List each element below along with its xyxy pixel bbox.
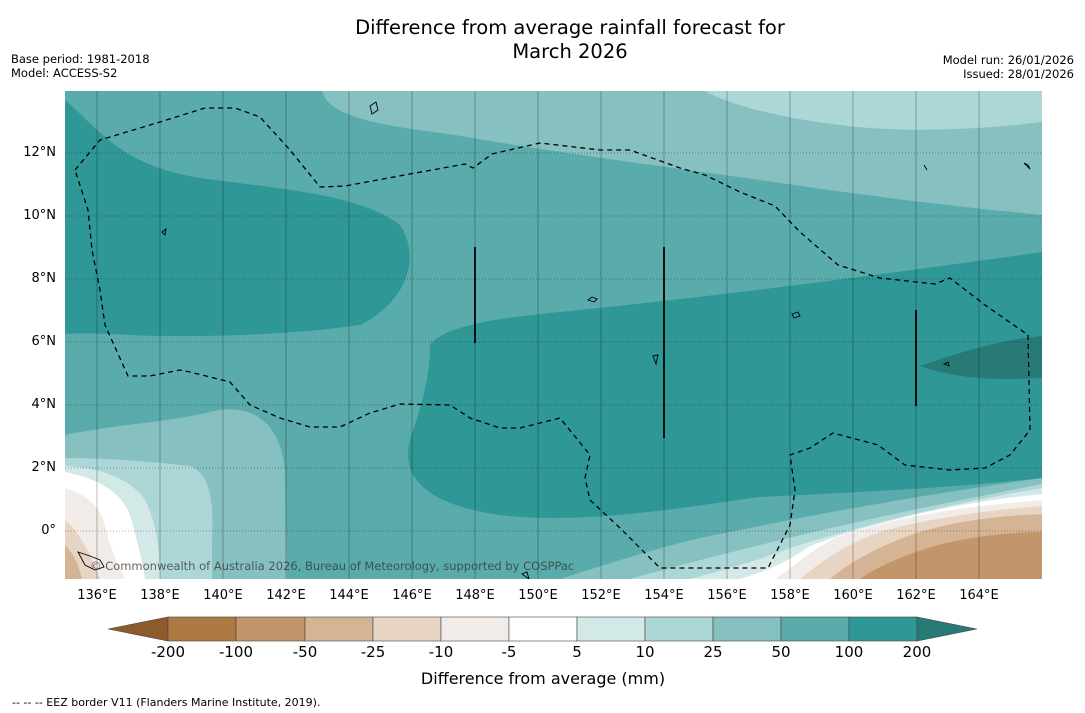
lon-label: 140°E (203, 588, 243, 603)
lon-label: 164°E (959, 588, 999, 603)
band-100-200-central (408, 252, 1042, 519)
colorbar-tick-label: -50 (292, 643, 318, 661)
lon-label: 154°E (644, 588, 684, 603)
lat-label: 0° (41, 523, 56, 538)
colorbar-tick-label: -10 (428, 643, 454, 661)
island-markers (474, 247, 917, 438)
lon-label: 158°E (770, 588, 810, 603)
map-title-line1: Difference from average rainfall forecas… (355, 16, 785, 39)
lon-label: 148°E (455, 588, 495, 603)
lon-label: 136°E (77, 588, 117, 603)
lat-label: 8°N (31, 271, 57, 286)
colorbar-title: Difference from average (mm) (420, 669, 666, 688)
colorbar-tick-label: 200 (902, 643, 932, 661)
colorbar (107, 616, 978, 642)
colorbar-bin (167, 616, 237, 642)
model-label: Model: ACCESS-S2 (11, 66, 118, 80)
base-period-label: Base period: 1981-2018 (11, 52, 150, 66)
lon-label: 162°E (896, 588, 936, 603)
colorbar-bin (372, 616, 442, 642)
band-100-200-west (65, 100, 410, 337)
colorbar-bin (848, 616, 918, 642)
copyright-watermark: © Commonwealth of Australia 2026, Bureau… (90, 559, 574, 573)
colorbar-extend-low (107, 616, 169, 642)
lon-label: 138°E (140, 588, 180, 603)
colorbar-bin (712, 616, 782, 642)
colorbar-bin (508, 616, 578, 642)
colorbar-tick-label: -5 (501, 643, 517, 661)
colorbar-bin (576, 616, 646, 642)
colorbar-tick-label: 10 (635, 643, 655, 661)
colorbar-tick-label: -25 (360, 643, 386, 661)
issued-label: Issued: 28/01/2026 (963, 67, 1074, 81)
band-dry-heavy-southeast (860, 532, 1042, 579)
colorbar-tick-label: 50 (771, 643, 791, 661)
eez-footnote: -- -- -- EEZ border V11 (Flanders Marine… (12, 696, 321, 709)
lat-label: 10°N (23, 208, 56, 223)
lat-label: 4°N (31, 397, 57, 412)
meridian-lines (96, 91, 980, 579)
eez-border (74, 107, 1031, 569)
map-title-line2: March 2026 (512, 40, 628, 63)
lat-label: 12°N (23, 145, 56, 160)
colorbar-tick-label: -200 (150, 643, 186, 661)
colorbar-tick-label: 25 (703, 643, 723, 661)
island-outlines (77, 101, 1031, 579)
colorbar-bin (235, 616, 306, 642)
lon-label: 160°E (833, 588, 873, 603)
colorbar-tick-label: 5 (572, 643, 582, 661)
colorbar-tick-label: -100 (218, 643, 254, 661)
lon-label: 156°E (707, 588, 747, 603)
lon-label: 144°E (329, 588, 369, 603)
lat-label: 6°N (31, 334, 57, 349)
colorbar-bin (304, 616, 374, 642)
band-dry-deep-southwest (65, 545, 82, 579)
lon-label: 150°E (518, 588, 558, 603)
colorbar-bin (644, 616, 714, 642)
colorbar-extend-high (916, 616, 978, 642)
model-run-label: Model run: 26/01/2026 (942, 53, 1074, 67)
lon-label: 152°E (581, 588, 621, 603)
lon-label: 146°E (392, 588, 432, 603)
rainfall-map (65, 91, 1042, 579)
colorbar-tick-label: 100 (834, 643, 864, 661)
colorbar-bin (440, 616, 510, 642)
band-over-200-east (920, 336, 1042, 379)
colorbar-bin (780, 616, 850, 642)
lat-label: 2°N (31, 460, 57, 475)
lon-label: 142°E (266, 588, 306, 603)
band-10-25-north (705, 91, 1042, 130)
parallel-lines (65, 152, 1042, 532)
